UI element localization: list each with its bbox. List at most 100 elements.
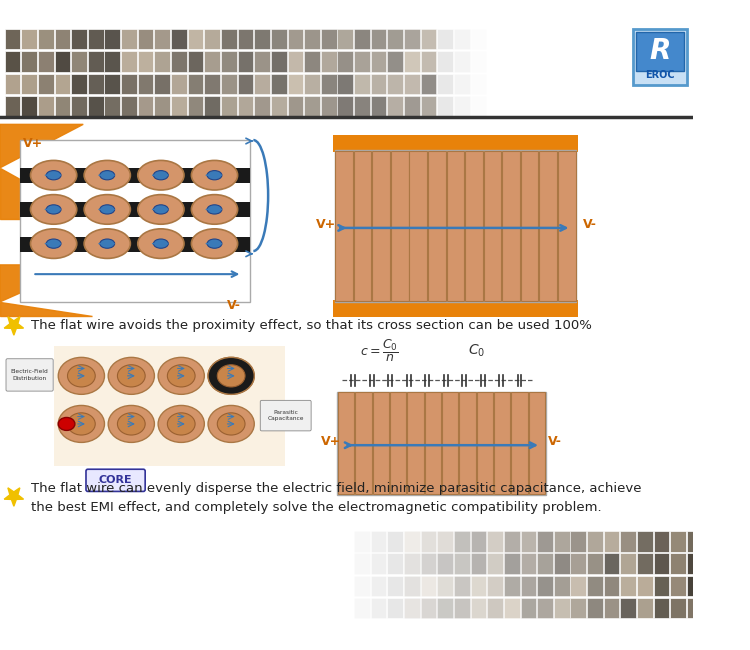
Bar <box>221 96 237 116</box>
Bar <box>356 393 372 494</box>
Bar <box>138 96 154 116</box>
Ellipse shape <box>84 194 130 224</box>
Ellipse shape <box>154 205 168 214</box>
Bar <box>138 29 154 49</box>
Ellipse shape <box>167 365 195 387</box>
Bar <box>238 29 254 49</box>
Bar <box>338 96 353 116</box>
Text: V+: V+ <box>316 218 337 231</box>
Ellipse shape <box>208 358 254 395</box>
Bar <box>21 29 37 49</box>
Bar <box>620 575 636 596</box>
Bar <box>421 73 436 94</box>
Bar <box>704 598 719 618</box>
Bar <box>459 393 476 494</box>
Ellipse shape <box>84 229 130 259</box>
Bar <box>338 531 353 552</box>
Bar <box>388 29 404 49</box>
Bar <box>321 29 337 49</box>
Text: V-: V- <box>548 436 562 448</box>
Text: The flat wire can evenly disperse the electric field, minimize parasitic capacit: The flat wire can evenly disperse the el… <box>31 482 641 495</box>
Bar <box>271 96 286 116</box>
Text: V+: V+ <box>23 137 44 150</box>
Bar <box>704 553 719 574</box>
Bar <box>421 553 436 574</box>
Bar <box>407 393 424 494</box>
Bar <box>410 151 427 301</box>
Bar <box>587 531 603 552</box>
Ellipse shape <box>108 406 154 443</box>
Bar <box>437 73 453 94</box>
Bar <box>587 553 603 574</box>
Bar <box>20 168 250 183</box>
Bar <box>421 575 436 596</box>
Bar <box>504 553 520 574</box>
Bar <box>71 73 87 94</box>
Bar <box>38 29 54 49</box>
Bar <box>670 553 686 574</box>
Bar <box>4 51 20 72</box>
Bar <box>104 96 120 116</box>
Bar <box>446 151 464 301</box>
Bar <box>720 531 736 552</box>
Bar <box>720 575 736 596</box>
Bar <box>21 51 37 72</box>
Bar <box>4 96 20 116</box>
Bar <box>373 393 389 494</box>
Bar <box>335 151 352 301</box>
Polygon shape <box>0 168 92 218</box>
Bar <box>154 29 170 49</box>
Bar <box>537 51 553 72</box>
Bar <box>188 29 203 49</box>
Ellipse shape <box>100 205 115 214</box>
Bar <box>537 73 553 94</box>
Bar <box>633 29 687 84</box>
Bar <box>554 575 569 596</box>
Bar <box>333 300 578 317</box>
Bar <box>55 73 70 94</box>
Bar <box>254 51 270 72</box>
Bar <box>404 531 420 552</box>
Bar <box>488 96 503 116</box>
Ellipse shape <box>138 161 184 190</box>
Bar <box>512 393 528 494</box>
Text: Parasitic
Capacitance: Parasitic Capacitance <box>268 410 304 421</box>
Bar <box>154 51 170 72</box>
Ellipse shape <box>100 239 115 248</box>
Ellipse shape <box>46 239 61 248</box>
Ellipse shape <box>68 413 95 435</box>
Bar <box>620 531 636 552</box>
Ellipse shape <box>100 170 115 180</box>
Text: The flat wire avoids the proximity effect, so that its cross section can be used: The flat wire avoids the proximity effec… <box>31 318 592 332</box>
Bar <box>254 96 270 116</box>
Bar <box>104 29 120 49</box>
Bar <box>504 598 520 618</box>
Ellipse shape <box>31 161 76 190</box>
Bar <box>354 151 371 301</box>
Bar <box>454 96 470 116</box>
Bar <box>488 575 503 596</box>
Bar <box>321 73 337 94</box>
Bar <box>370 51 386 72</box>
Bar <box>238 96 254 116</box>
Bar <box>421 598 436 618</box>
Bar <box>304 29 320 49</box>
Bar <box>537 553 553 574</box>
Bar <box>520 531 536 552</box>
Bar <box>637 531 652 552</box>
Bar <box>637 553 652 574</box>
Bar <box>454 51 470 72</box>
Bar <box>388 598 404 618</box>
Bar <box>488 598 503 618</box>
Ellipse shape <box>118 365 146 387</box>
Bar <box>471 29 486 49</box>
Bar <box>388 73 404 94</box>
Bar <box>687 598 703 618</box>
Bar <box>370 598 386 618</box>
Bar <box>537 96 553 116</box>
Text: CORE: CORE <box>99 475 133 486</box>
Bar <box>154 96 170 116</box>
Bar <box>421 531 436 552</box>
Bar <box>571 598 586 618</box>
Bar <box>654 598 670 618</box>
